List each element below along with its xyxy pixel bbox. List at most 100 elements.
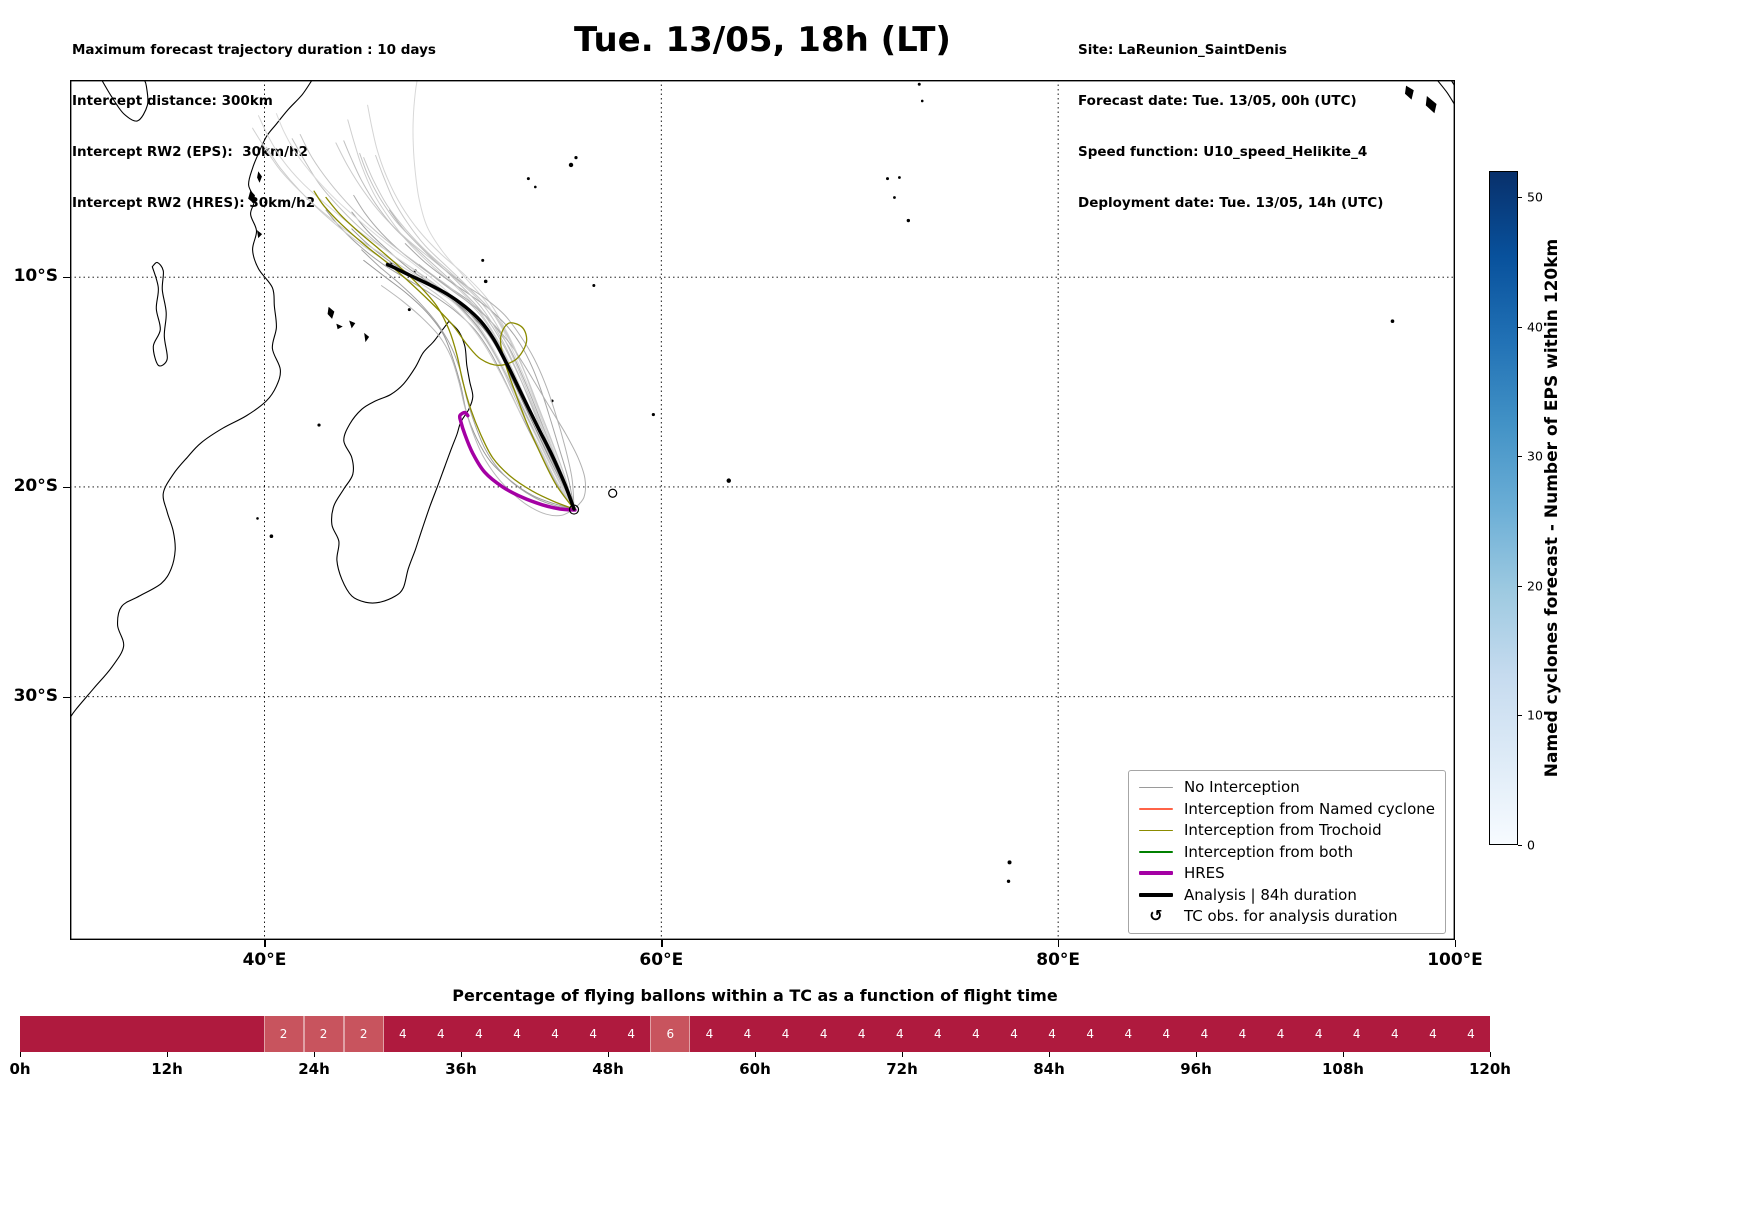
trajectory-no-interception-2 [325,209,575,510]
island-europa [269,534,274,539]
bar-x-tick-label: 84h [1033,1060,1065,1078]
island-chagos-3 [893,196,896,199]
legend-item-analysis-84h-duration: Analysis | 84h duration [1138,884,1435,906]
legend-item-hres: HRES [1138,863,1435,885]
bar-x-tick-mark [1196,1052,1197,1057]
bar-cell-13: 4 [459,1016,498,1052]
bar-cell-32: 4 [1185,1016,1224,1052]
trajectory-no-interception-5 [291,138,575,510]
colorbar-tick-mark [1518,585,1522,587]
trajectory-no-interception-23 [375,155,575,510]
bar-cell-39: 4 [1451,1016,1490,1052]
island-amsterdam [1007,860,1012,865]
line-swatch [1138,851,1173,853]
bar-cell-24: 4 [880,1016,919,1052]
x-tick-mark [264,940,266,947]
bar-cell-26: 4 [956,1016,995,1052]
bar-x-tick-label: 36h [445,1060,477,1078]
bar-cell-2 [80,1016,112,1052]
bar-x-tick-label: 120h [1469,1060,1511,1078]
site-info-block: Site: LaReunion_SaintDenis Forecast date… [1078,8,1383,246]
island-maldives-1 [917,82,921,86]
trajectory-no-interception-11 [265,146,575,510]
colorbar [1489,171,1518,845]
legend-label: Interception from Named cyclone [1183,799,1435,818]
bar-cell-37: 4 [1375,1016,1414,1052]
site-line: Speed function: U10_speed_Helikite_4 [1078,144,1368,160]
island-desroches [534,185,537,189]
island-pemba [257,171,262,183]
trajectory-no-interception-3 [299,134,575,510]
x-tick-label: 40°E [242,950,287,970]
bar-x-tick-mark [461,1052,462,1057]
legend-line-icon [1138,892,1173,897]
bar-cell-1 [50,1016,81,1052]
bar-x-tick-mark [314,1052,315,1057]
bar-cell-21: 4 [766,1016,805,1052]
line-swatch [1138,786,1173,788]
bar-cell-30: 4 [1109,1016,1148,1052]
x-tick-mark [1455,940,1457,947]
legend-item-interception-from-named-cyclone: Interception from Named cyclone [1138,798,1435,820]
bar-cell-29: 4 [1071,1016,1110,1052]
island-cocos [1390,319,1395,324]
bar-cell-36: 4 [1337,1016,1376,1052]
bar-cell-31: 4 [1147,1016,1186,1052]
legend-line-icon [1138,786,1173,788]
colorbar-tick-label: 40 [1527,319,1543,335]
bar-chart-title: Percentage of flying ballons within a TC… [452,986,1058,1005]
bar-cell-28: 4 [1033,1016,1072,1052]
trajectory-trochoid-1 [325,196,575,510]
bar-cell-0 [20,1016,51,1052]
coastline-lake-malawi [151,261,168,367]
legend-label: TC obs. for analysis duration [1183,907,1398,926]
bar-x-tick-label: 108h [1322,1060,1364,1078]
coastline-lake-victoria [101,80,149,122]
trajectory-hres [457,410,577,512]
island-rodrigues [726,478,731,483]
island-agalega [592,284,596,288]
line-swatch [1138,808,1173,810]
colorbar-tick-mark [1518,845,1522,846]
island-juan-de-nova [317,423,321,427]
legend-line-icon [1138,808,1173,810]
island-chagos-1 [886,177,890,181]
bar-cell-33: 4 [1223,1016,1262,1052]
trajectory-no-interception-17 [363,259,575,510]
legend-label: Analysis | 84h duration [1183,885,1357,904]
bar-cell-11: 4 [383,1016,422,1052]
bar-cell-12: 4 [421,1016,460,1052]
trajectory-no-interception-19 [381,285,575,517]
trajectory-no-interception-21 [258,115,575,510]
bar-x-tick-mark [20,1052,21,1057]
bar-x-tick-mark [167,1052,168,1057]
island-chagos-2 [898,176,901,179]
legend-label: Interception from Trochoid [1183,821,1382,840]
bar-x-tick-label: 60h [739,1060,771,1078]
legend-label: No Interception [1183,778,1300,797]
coastline-sumatra-coast [1436,80,1455,106]
bar-x-tick-mark [1343,1052,1344,1057]
bar-cell-22: 4 [804,1016,843,1052]
line-swatch [1138,871,1173,876]
bar-x-tick-label: 24h [298,1060,330,1078]
line-swatch [1138,892,1173,897]
colorbar-tick-mark [1518,196,1522,198]
bar-cell-15: 4 [536,1016,575,1052]
map-frame [70,80,1455,940]
trajectory-no-interception-6 [252,127,575,510]
bar-cell-34: 4 [1261,1016,1300,1052]
bar-cell-17: 4 [612,1016,651,1052]
forecast-parameters-block: Maximum forecast trajectory duration : 1… [72,8,436,246]
colorbar-tick-label: 50 [1527,189,1543,205]
bar-x-tick-mark [608,1052,609,1057]
bar-x-tick-label: 48h [592,1060,624,1078]
island-farquhar [483,279,488,284]
bar-cell-4 [141,1016,173,1052]
colorbar-tick-mark [1518,715,1522,717]
bar-cell-38: 4 [1413,1016,1452,1052]
island-st-paul [1006,879,1011,883]
bar-cell-5 [172,1016,203,1052]
x-tick-label: 60°E [639,950,684,970]
